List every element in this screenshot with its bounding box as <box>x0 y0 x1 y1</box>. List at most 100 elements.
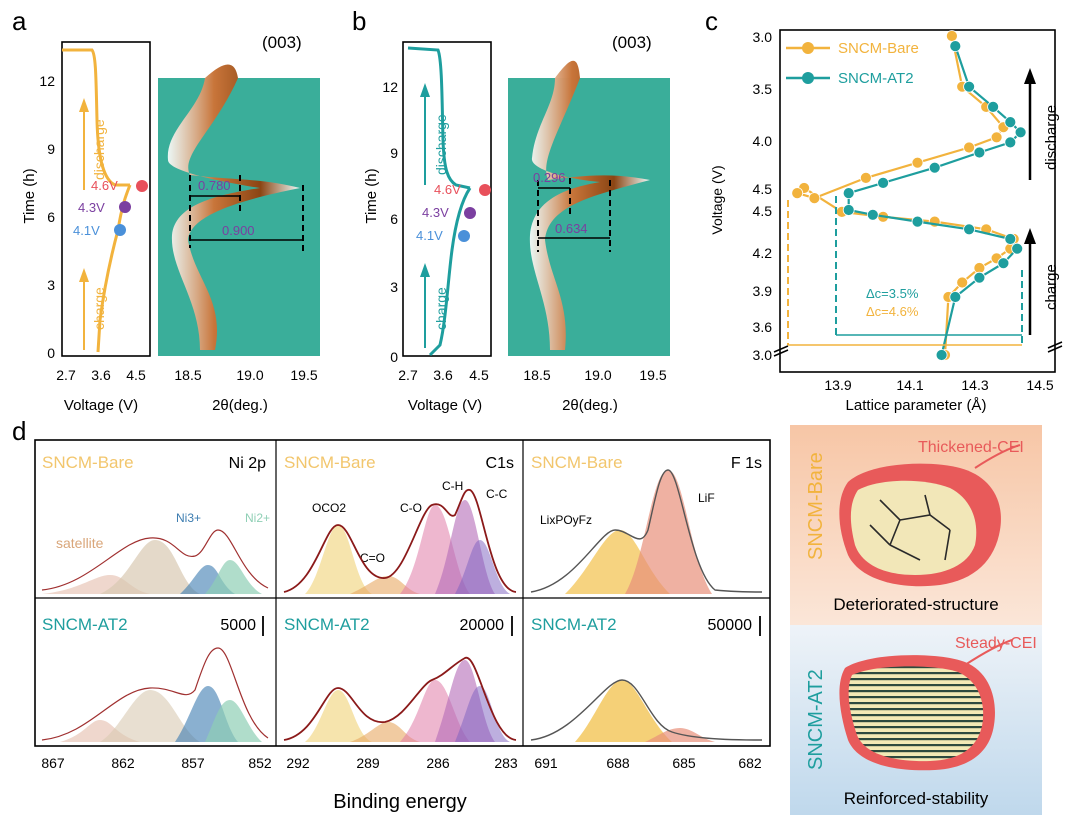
series-line-bare <box>794 35 1016 356</box>
panel-a-letter: a <box>12 6 27 36</box>
xps-ni2p: SNCM-Bare Ni 2p satellite Ni3+ Ni2+ SNCM… <box>41 453 272 771</box>
panel-c-y-tick: 3.0 <box>753 29 773 45</box>
panel-b-y-axis-label: Time (h) <box>363 168 380 223</box>
panel-b-y-tick: 12 <box>382 79 398 95</box>
xps-tick: 292 <box>286 755 310 771</box>
xps-tick: 862 <box>111 755 135 771</box>
panel-b-discharge-curve <box>407 46 471 190</box>
data-point-at2 <box>987 101 999 113</box>
panel-c-y-tick: 4.5 <box>753 203 773 219</box>
xps-peak <box>455 540 510 594</box>
panel-a-label-41: 4.1V <box>73 223 100 238</box>
panel-a-y-tick: 9 <box>47 141 55 157</box>
panel-a-xrd-tick: 19.0 <box>236 367 263 383</box>
xps-at2-label: SNCM-AT2 <box>531 615 617 634</box>
panel-c-x-tick: 14.3 <box>961 377 988 393</box>
panel-b-xrd-peak-band <box>529 60 650 350</box>
panel-b: b (003) discharge charge 4.6V 4.3V 4.1V … <box>352 6 670 414</box>
panel-a-y-tick: 6 <box>47 209 55 225</box>
legend-at2-label: SNCM-AT2 <box>838 70 914 87</box>
panel-e-bare-cei: Thickened-CEI <box>918 439 1024 456</box>
data-point-bare <box>946 30 958 42</box>
panel-a-shift-large: 0.900 <box>222 223 255 238</box>
data-point-bare <box>911 156 924 169</box>
panel-b-y-ticks: 0 3 6 9 12 <box>382 79 398 365</box>
panel-d-x-axis-label: Binding energy <box>333 791 466 813</box>
xps-peak <box>205 560 262 594</box>
xps-peak <box>625 470 712 594</box>
panel-b-x-axis-label: Voltage (V) <box>408 397 482 414</box>
data-point-bare <box>990 131 1003 144</box>
panel-a-y-ticks: 0 3 6 9 12 <box>39 73 55 361</box>
panel-b-marker-41 <box>458 230 470 242</box>
panel-b-xrd-axis-label: 2θ(deg.) <box>562 397 618 414</box>
xps-bare-label: SNCM-Bare <box>531 453 623 472</box>
xps-bare-label: SNCM-Bare <box>42 453 134 472</box>
xps-annotation-satellite: satellite <box>56 535 104 551</box>
xps-tick: 867 <box>41 755 65 771</box>
panel-b-letter: b <box>352 6 366 36</box>
xps-envelope <box>41 647 269 741</box>
panel-b-shift-large: 0.634 <box>555 221 588 236</box>
panel-a-xrd-ticks: 18.5 19.0 19.5 <box>174 367 317 383</box>
xps-scale: 50000 <box>708 617 753 634</box>
panel-c-charge-label: charge <box>1043 264 1060 310</box>
panel-d: d SNCM-Bare Ni 2p satellite Ni3+ Ni2+ SN… <box>12 416 771 813</box>
panel-b-y-tick: 9 <box>390 145 398 161</box>
panel-e-at2-pointer <box>964 639 1013 666</box>
panel-e-at2-label: SNCM-AT2 <box>805 669 827 770</box>
xps-peak <box>645 728 715 742</box>
data-point-bare <box>956 276 969 289</box>
xps-tick: 852 <box>248 755 272 771</box>
panel-a-x-tick: 3.6 <box>91 367 111 383</box>
panel-c-axis-break <box>773 349 789 357</box>
panel-a-label-46: 4.6V <box>91 178 118 193</box>
data-point-at2 <box>973 271 986 284</box>
panel-c-x-tick: 13.9 <box>824 377 851 393</box>
panel-c-x-ticks: 13.9 14.1 14.3 14.5 <box>824 377 1053 393</box>
panel-b-x-tick: 3.6 <box>433 367 453 383</box>
data-point-at2 <box>842 204 855 216</box>
panel-c-delta-bare: Δc=4.6% <box>866 304 919 319</box>
data-point-at2 <box>1004 136 1017 149</box>
xps-annotation-co: C=O <box>360 551 385 565</box>
panel-a-y-tick: 12 <box>39 73 55 89</box>
xps-scale: 20000 <box>460 617 505 634</box>
panel-a-shift-small: 0.780 <box>198 178 231 193</box>
panel-b-xrd-tick: 19.0 <box>584 367 611 383</box>
panel-b-xrd-map <box>508 78 670 356</box>
panel-c-y-tick: 3.9 <box>753 283 773 299</box>
data-point-at2 <box>1004 116 1017 128</box>
panel-b-xrd-ticks: 18.5 19.0 19.5 <box>523 367 666 383</box>
panel-a-discharge-arrowhead <box>79 98 89 112</box>
data-point-bare <box>860 171 872 184</box>
panel-a-discharge-label: discharge <box>91 119 107 180</box>
panel-b-xrd-tick: 19.5 <box>639 367 666 383</box>
xps-peak <box>205 700 262 742</box>
data-point-at2 <box>963 223 975 236</box>
panel-c-y-tick: 4.2 <box>753 245 773 261</box>
panel-c: c SNCM-Bare SNCM-AT2 discharge charge Δc… <box>705 6 1063 414</box>
panel-a-xrd-tick: 19.5 <box>290 367 317 383</box>
data-point-at2 <box>997 257 1010 270</box>
panel-a-y-tick: 3 <box>47 277 55 293</box>
panel-a-x-ticks: 2.7 3.6 4.5 <box>56 367 146 383</box>
panel-c-y-tick: 3.6 <box>753 319 773 335</box>
panel-b-charge-curve <box>428 187 472 357</box>
xps-annotation-c-o: C-O <box>400 501 422 515</box>
panel-b-x-tick: 4.5 <box>469 367 489 383</box>
panel-a-voltage-frame <box>61 41 151 357</box>
data-point-at2 <box>935 349 948 361</box>
panel-a-xrd-peak-band <box>167 64 300 350</box>
xps-annotation-ni3: Ni3+ <box>176 511 201 525</box>
panel-d-frame <box>34 439 771 747</box>
panel-a-x-tick: 4.5 <box>126 367 146 383</box>
xps-scale: 5000 <box>220 617 256 634</box>
panel-e-bare-label: SNCM-Bare <box>805 452 827 560</box>
panel-a-peak-label: (003) <box>262 33 302 52</box>
panel-a-x-axis-label: Voltage (V) <box>64 397 138 414</box>
panel-b-voltage-frame <box>402 41 492 357</box>
xps-tick: 289 <box>356 755 380 771</box>
xps-annotation-lipof: LixPOyFz <box>540 513 592 527</box>
panel-c-y-tick: 3.0 <box>753 347 773 363</box>
